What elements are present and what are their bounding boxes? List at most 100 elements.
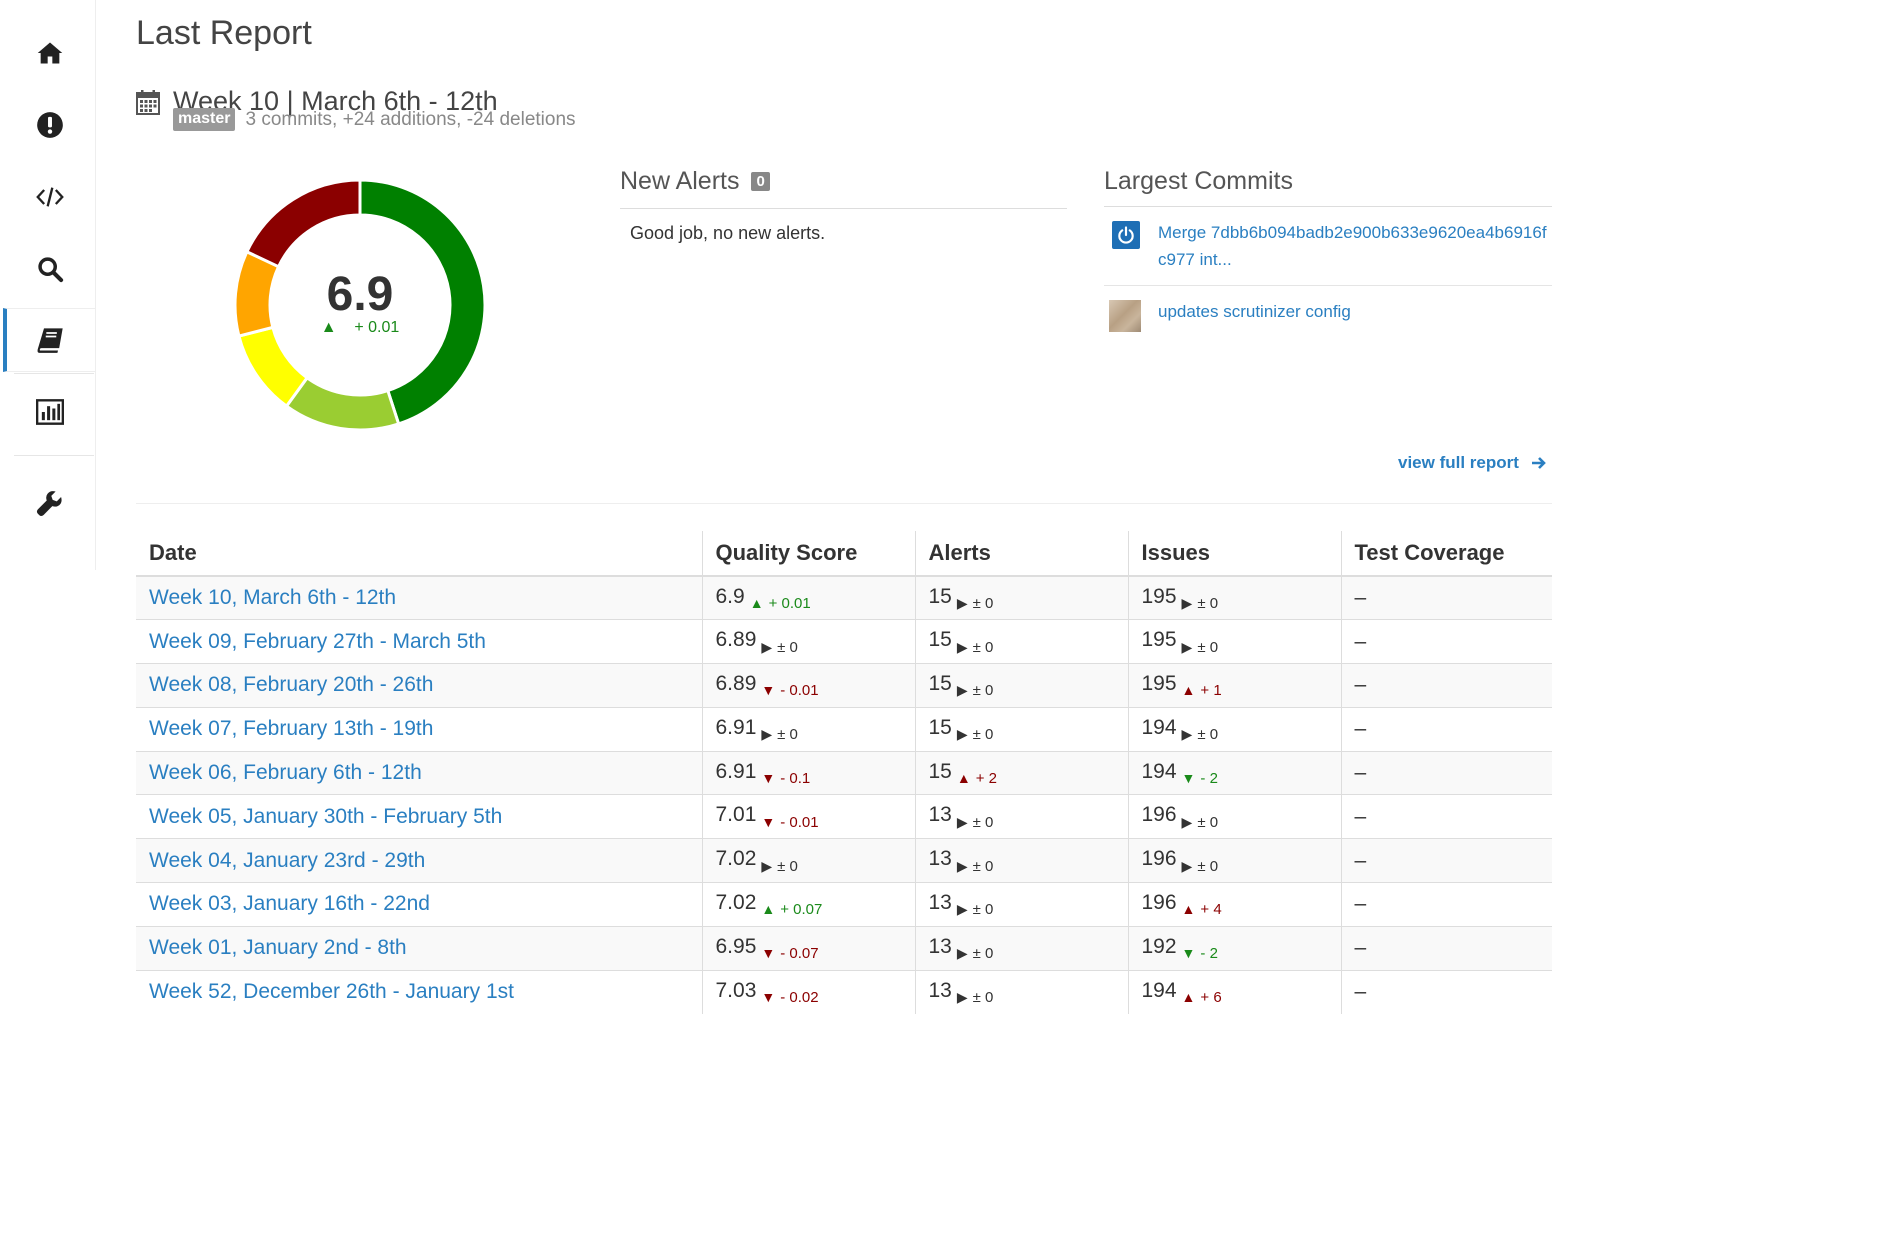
cell-issues-value: 196 bbox=[1141, 847, 1177, 871]
col-header-date[interactable]: Date bbox=[136, 531, 702, 577]
test-coverage-value: – bbox=[1354, 586, 1367, 610]
cell-quality-score-change: ▲ + 0.07 bbox=[761, 901, 822, 918]
sidebar-item-code[interactable] bbox=[4, 165, 96, 229]
cell-issues: 194 ▲ + 6 bbox=[1127, 969, 1341, 1014]
sidebar-item-reports[interactable] bbox=[3, 308, 95, 372]
week-report-link[interactable]: Week 08, February 20th - 26th bbox=[149, 673, 434, 697]
cell-alerts-value: 15 bbox=[928, 628, 952, 652]
cell-alerts-value: 13 bbox=[928, 934, 952, 958]
week-report-link[interactable]: Week 04, January 23rd - 29th bbox=[149, 848, 426, 872]
cell-issues-delta: ± 0 bbox=[1197, 813, 1219, 831]
cell-quality-score: 7.03 ▼ - 0.02 bbox=[701, 969, 915, 1014]
sidebar-item-settings[interactable] bbox=[4, 472, 96, 536]
sidebar-item-alerts[interactable] bbox=[4, 93, 96, 157]
cell-quality-score-value: 7.01 bbox=[715, 803, 757, 827]
table-row[interactable]: Week 10, March 6th - 12th 6.9 ▲ + 0.01 15 ▶… bbox=[136, 575, 1552, 620]
cell-quality-score: 6.89 ▼ - 0.01 bbox=[701, 663, 915, 708]
cell-test-coverage: – bbox=[1340, 663, 1552, 708]
cell-quality-score-delta: + 0.07 bbox=[780, 901, 823, 919]
table-row[interactable]: Week 06, February 6th - 12th 6.91 ▼ - 0.1 … bbox=[136, 750, 1552, 795]
cell-quality-score: 6.89 ▶ ± 0 bbox=[701, 619, 915, 664]
trend-arrow-icon: ▲ bbox=[1181, 989, 1196, 1006]
trend-arrow-icon: ▼ bbox=[761, 813, 776, 830]
cell-quality-score-delta: + 0.01 bbox=[768, 595, 811, 613]
cell-quality-score: 6.91 ▼ - 0.1 bbox=[701, 750, 915, 795]
cell-quality-score-value: 6.91 bbox=[715, 715, 757, 739]
table-row[interactable]: Week 07, February 13th - 19th 6.91 ▶ ± 0 1… bbox=[136, 706, 1552, 752]
cell-issues-value: 195 bbox=[1141, 628, 1177, 652]
commit-link[interactable]: updates scrutinizer config bbox=[1158, 302, 1351, 321]
view-full-report-link[interactable]: view full report bbox=[1398, 453, 1547, 473]
cell-alerts-delta: ± 0 bbox=[972, 813, 994, 831]
cell-issues: 195 ▲ + 1 bbox=[1127, 663, 1341, 708]
cell-quality-score-change: ▼ - 0.01 bbox=[761, 814, 818, 831]
cell-quality-score-change: ▼ - 0.02 bbox=[761, 989, 818, 1006]
test-coverage-value: – bbox=[1354, 761, 1367, 785]
cell-test-coverage: – bbox=[1340, 706, 1552, 752]
cell-alerts-delta: ± 0 bbox=[972, 682, 994, 700]
cell-alerts-change: ▶ ± 0 bbox=[957, 858, 994, 875]
pixel-avatar bbox=[1109, 300, 1141, 332]
cell-alerts-delta: + 2 bbox=[975, 770, 997, 788]
new-alerts-heading: New Alerts 0 bbox=[620, 164, 1067, 198]
quality-donut-chart bbox=[233, 178, 487, 432]
table-row[interactable]: Week 04, January 23rd - 29th 7.02 ▶ ± 0 13… bbox=[136, 838, 1552, 883]
commit-item[interactable]: Merge 7dbb6b094badb2e900b633e9620ea4b691… bbox=[1104, 207, 1552, 286]
test-coverage-value: – bbox=[1354, 804, 1367, 828]
table-row[interactable]: Week 52, December 26th - January 1st 7.0… bbox=[136, 969, 1552, 1014]
cell-quality-score-value: 7.02 bbox=[715, 890, 757, 914]
sidebar-item-search[interactable] bbox=[4, 237, 96, 301]
week-report-link[interactable]: Week 09, February 27th - March 5th bbox=[149, 629, 486, 653]
cell-issues: 194 ▶ ± 0 bbox=[1127, 706, 1341, 752]
table-row[interactable]: Week 03, January 16th - 22nd 7.02 ▲ + 0.07… bbox=[136, 882, 1552, 927]
commit-summary: 3 commits, +24 additions, -24 deletions bbox=[245, 108, 576, 130]
cell-quality-score-change: ▼ - 0.1 bbox=[761, 770, 810, 787]
week-report-link[interactable]: Week 05, January 30th - February 5th bbox=[149, 804, 503, 828]
week-report-link[interactable]: Week 10, March 6th - 12th bbox=[149, 586, 397, 610]
alerts-message: Good job, no new alerts. bbox=[630, 223, 826, 243]
col-header-test-coverage[interactable]: Test Coverage bbox=[1340, 531, 1552, 577]
table-row[interactable]: Week 01, January 2nd - 8th 6.95 ▼ - 0.07 1… bbox=[136, 925, 1552, 971]
week-report-link[interactable]: Week 01, January 2nd - 8th bbox=[149, 936, 407, 960]
week-report-link[interactable]: Week 52, December 26th - January 1st bbox=[149, 980, 514, 1004]
table-header-row: Date Quality Score Alerts Issues Test Co… bbox=[136, 531, 1552, 577]
week-report-link[interactable]: Week 06, February 6th - 12th bbox=[149, 761, 422, 785]
cell-quality-score-change: ▲ + 0.01 bbox=[750, 595, 811, 612]
cell-alerts: 13 ▶ ± 0 bbox=[914, 794, 1128, 839]
cell-quality-score: 7.01 ▼ - 0.01 bbox=[701, 794, 915, 839]
cell-alerts-delta: ± 0 bbox=[972, 638, 994, 656]
table-row[interactable]: Week 08, February 20th - 26th 6.89 ▼ - 0.0… bbox=[136, 663, 1552, 708]
sidebar-divider bbox=[14, 455, 94, 456]
test-coverage-value: – bbox=[1354, 980, 1367, 1004]
cell-issues-change: ▶ ± 0 bbox=[1182, 639, 1219, 656]
trend-arrow-icon: ▶ bbox=[1181, 857, 1193, 874]
cell-test-coverage: – bbox=[1340, 969, 1552, 1014]
cell-alerts-delta: ± 0 bbox=[972, 901, 994, 919]
col-header-quality-score[interactable]: Quality Score bbox=[701, 531, 915, 577]
cell-quality-score-change: ▶ ± 0 bbox=[761, 858, 798, 875]
week-report-link[interactable]: Week 07, February 13th - 19th bbox=[149, 717, 434, 741]
test-coverage-value: – bbox=[1354, 673, 1367, 697]
table-row[interactable]: Week 05, January 30th - February 5th 7.0… bbox=[136, 794, 1552, 839]
cell-quality-score-value: 6.89 bbox=[715, 628, 757, 652]
cell-issues-change: ▲ + 1 bbox=[1182, 682, 1222, 699]
branch-badge: master bbox=[173, 108, 236, 131]
cell-issues-change: ▲ + 6 bbox=[1182, 989, 1222, 1006]
trend-arrow-icon: ▼ bbox=[761, 770, 776, 787]
col-header-alerts[interactable]: Alerts bbox=[914, 531, 1128, 577]
cell-issues: 196 ▶ ± 0 bbox=[1127, 794, 1341, 839]
table-row[interactable]: Week 09, February 27th - March 5th 6.89 ▶… bbox=[136, 619, 1552, 664]
sidebar-item-home[interactable] bbox=[4, 21, 96, 85]
cell-alerts-value: 13 bbox=[928, 847, 952, 871]
commit-link[interactable]: Merge 7dbb6b094badb2e900b633e9620ea4b691… bbox=[1158, 223, 1547, 269]
donut-segment bbox=[284, 375, 401, 432]
cell-quality-score-delta: - 0.07 bbox=[780, 945, 819, 963]
sidebar-item-statistics[interactable] bbox=[4, 380, 96, 444]
cell-quality-score-value: 6.89 bbox=[715, 671, 757, 695]
week-report-link[interactable]: Week 03, January 16th - 22nd bbox=[149, 892, 430, 916]
cell-alerts: 13 ▶ ± 0 bbox=[914, 838, 1128, 883]
col-header-issues[interactable]: Issues bbox=[1127, 531, 1341, 577]
commit-item[interactable]: updates scrutinizer config bbox=[1104, 286, 1552, 344]
cell-quality-score-change: ▼ - 0.07 bbox=[761, 945, 818, 962]
trend-arrow-icon: ▶ bbox=[1181, 726, 1193, 743]
